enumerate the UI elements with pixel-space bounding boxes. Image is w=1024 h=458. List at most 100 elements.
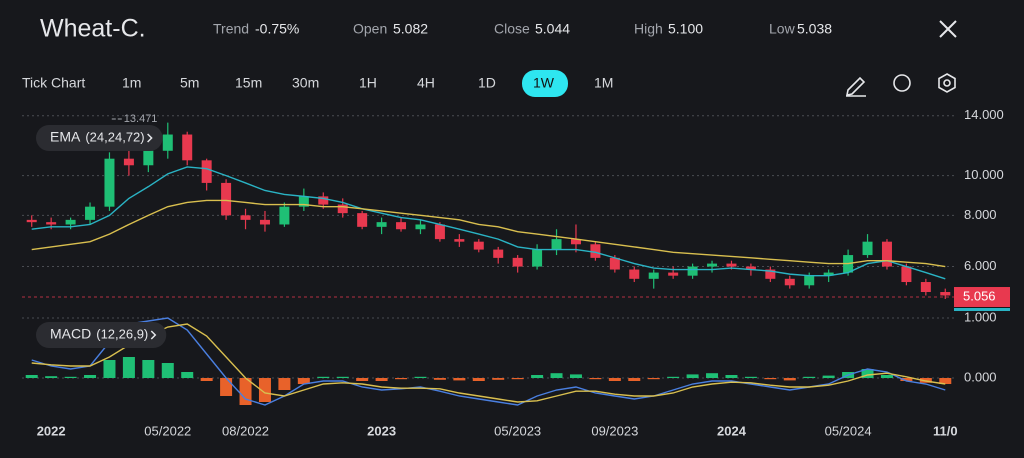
histogram-bar — [25, 375, 38, 378]
high-label: 13.471 — [124, 113, 158, 125]
chevron[interactable] — [150, 330, 157, 340]
tab-label[interactable]: 1M — [594, 75, 613, 91]
candle-body — [46, 222, 57, 225]
stat-value: 5.044 — [535, 21, 570, 37]
candle-body — [784, 278, 795, 286]
histogram-bar — [64, 376, 77, 378]
tab-label[interactable]: 4H — [417, 75, 435, 91]
indicator-chip[interactable]: MACD (12,26,9) — [36, 322, 167, 348]
history-icon[interactable] — [893, 74, 911, 92]
histogram-bar — [744, 376, 757, 378]
indicator-params[interactable]: (12,26,9) — [96, 326, 148, 341]
indicator-name[interactable]: EMA — [50, 129, 81, 145]
stat-value: -0.75% — [255, 21, 299, 37]
stat-label: Close — [494, 21, 530, 37]
candle-body — [668, 272, 679, 276]
histogram-bar — [375, 378, 388, 381]
histogram-bar — [103, 360, 116, 378]
histogram-bar — [395, 378, 408, 380]
indicator-line — [31, 323, 946, 403]
tab[interactable]: 1H — [359, 75, 377, 91]
tab-label[interactable]: 1H — [359, 75, 377, 91]
x-tick-label: 05/2022 — [144, 423, 191, 438]
candle-body — [745, 266, 756, 270]
chevron[interactable] — [147, 133, 153, 143]
tab[interactable]: 1m — [122, 75, 141, 91]
close-icon[interactable] — [939, 20, 957, 38]
histogram-bar — [356, 378, 369, 381]
histogram-bar — [161, 363, 174, 378]
candle-body — [570, 239, 581, 245]
stat-value: 5.038 — [797, 21, 832, 37]
y-tick-label: 1.000 — [964, 309, 997, 324]
tab[interactable]: Tick Chart — [22, 75, 85, 91]
candle-body — [415, 224, 426, 230]
chart-area: 14.000 10.000 8.000 6.000 13.471 5.056 EMA (24,… — [22, 107, 1010, 438]
histogram-bar — [589, 378, 602, 380]
y-tick-label: 6.000 — [964, 258, 997, 273]
x-tick-label: 09/2023 — [591, 423, 638, 438]
tab-label[interactable]: 5m — [180, 75, 199, 91]
candle-body — [337, 204, 348, 214]
tab-label[interactable]: 1m — [122, 75, 141, 91]
histogram-bar — [608, 378, 621, 381]
candle-body — [609, 257, 620, 270]
histogram-bar — [803, 376, 816, 378]
chip-background[interactable] — [36, 125, 163, 151]
candle-body — [512, 257, 523, 267]
tab[interactable]: 4H — [417, 75, 435, 91]
candle-body — [298, 196, 309, 207]
histogram-bar — [220, 378, 233, 396]
candle-body — [881, 241, 892, 267]
tab-label[interactable]: 30m — [292, 75, 319, 91]
settings-icon-dot — [943, 79, 951, 87]
histogram-bar — [336, 376, 349, 378]
histogram-bar — [939, 378, 952, 384]
close-button[interactable] — [939, 20, 957, 38]
tab[interactable]: 1D — [478, 75, 496, 91]
stat-value: 5.082 — [393, 21, 428, 37]
x-tick-label: 11/0 — [933, 423, 958, 438]
indicator-line — [31, 317, 946, 406]
tab[interactable]: 1W — [522, 70, 568, 97]
indicator-params[interactable]: (24,24,72) — [85, 129, 144, 144]
x-tick-label: 05/2024 — [825, 423, 872, 438]
candle-body — [85, 206, 96, 220]
indicator-line — [31, 199, 946, 268]
tab-label[interactable]: 1W — [533, 75, 555, 91]
chip-background[interactable] — [36, 322, 167, 348]
tab-label[interactable]: 15m — [235, 75, 262, 91]
candle-body — [473, 241, 484, 250]
candle-body — [493, 249, 504, 258]
y-tick-label: 0.000 — [964, 369, 997, 384]
histogram-bar — [258, 378, 271, 402]
draw-icon[interactable] — [845, 76, 866, 97]
tab-highlight[interactable] — [522, 70, 568, 97]
x-tick-label: 05/2023 — [494, 423, 541, 438]
tab[interactable]: 15m — [235, 75, 262, 91]
candle-body — [376, 222, 387, 227]
stat-label: Open — [353, 21, 387, 37]
candle-body — [259, 219, 270, 225]
settings-icon[interactable] — [938, 73, 956, 93]
indicator-name[interactable]: MACD — [50, 326, 91, 342]
candle-body — [65, 219, 76, 225]
tab-label[interactable]: Tick Chart — [22, 75, 85, 91]
tab[interactable]: 1M — [594, 75, 613, 91]
tab[interactable]: 30m — [292, 75, 319, 91]
histogram-bar — [725, 375, 738, 378]
indicator-chip[interactable]: EMA (24,24,72) — [36, 125, 163, 151]
histogram-bar — [414, 376, 427, 378]
candle-body — [318, 196, 329, 205]
y-tick-label: 14.000 — [964, 107, 1004, 122]
candle-body — [823, 272, 834, 276]
candle-body — [590, 244, 601, 258]
candle-body — [707, 263, 718, 267]
last-price-label: 5.056 — [963, 288, 996, 303]
candle-body — [687, 266, 698, 276]
tab-label[interactable]: 1D — [478, 75, 496, 91]
tab[interactable]: 5m — [180, 75, 199, 91]
histogram-bar — [84, 375, 97, 378]
candle-body — [940, 292, 951, 296]
